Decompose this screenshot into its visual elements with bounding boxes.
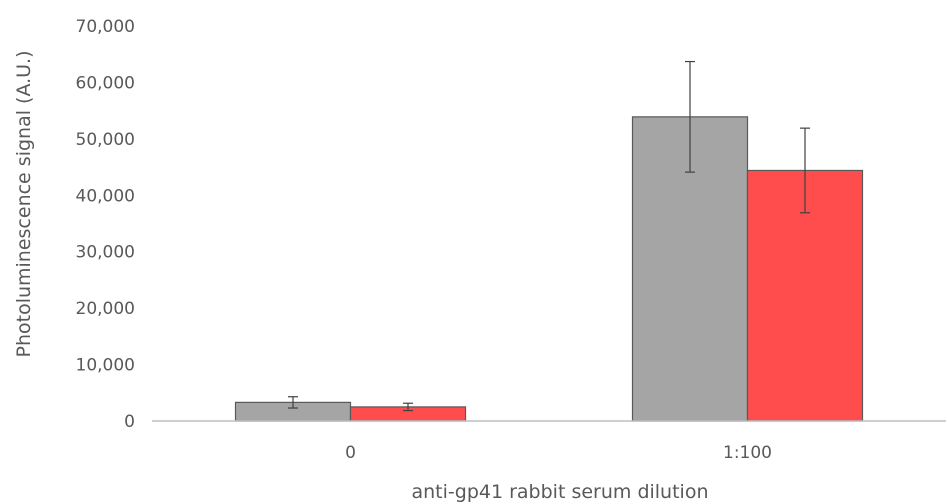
x-axis-tick-labels: 0 1:100 xyxy=(345,443,772,463)
y-tick-label: 50,000 xyxy=(76,130,135,150)
x-tick-label: 0 xyxy=(345,443,356,463)
y-tick-label: 60,000 xyxy=(76,73,135,93)
y-tick-label: 30,000 xyxy=(76,243,135,263)
x-axis-title: anti-gp41 rabbit serum dilution xyxy=(412,481,709,503)
y-tick-label: 10,000 xyxy=(76,356,135,376)
y-axis-title: Photoluminescence signal (A.U.) xyxy=(13,50,35,357)
y-axis-tick-labels: 0 10,000 20,000 30,000 40,000 50,000 60,000 70,… xyxy=(76,17,135,432)
y-tick-label: 40,000 xyxy=(76,186,135,206)
error-bars xyxy=(288,60,810,412)
y-tick-label: 0 xyxy=(124,412,135,432)
y-tick-label: 70,000 xyxy=(76,17,135,37)
x-tick-label: 1:100 xyxy=(723,443,772,463)
y-tick-label: 20,000 xyxy=(76,299,135,319)
bars xyxy=(234,116,864,422)
